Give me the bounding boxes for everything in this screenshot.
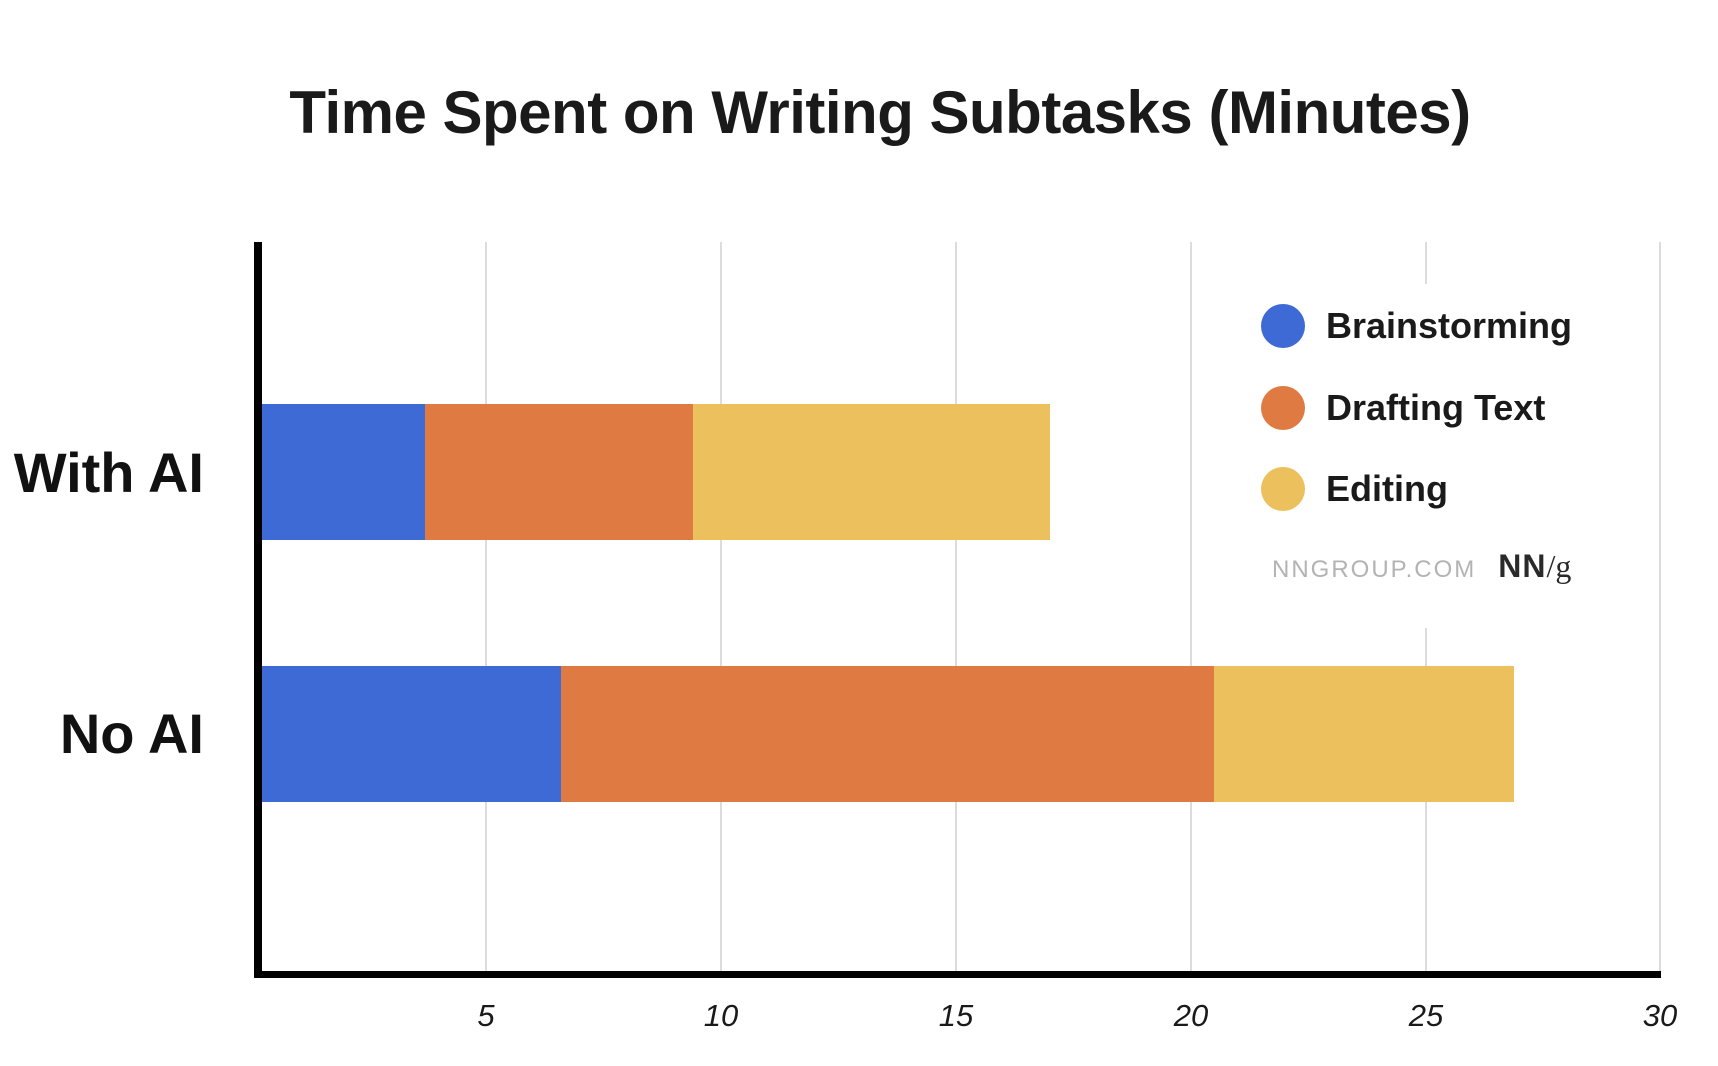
brand-url: NNGROUP.COM [1272,556,1477,583]
legend-item-editing: Editing [1261,467,1448,511]
x-tick-label: 15 [938,998,974,1033]
y-axis-line [254,242,262,977]
gridline-30 [1659,242,1661,974]
legend-item-drafting-text: Drafting Text [1261,386,1545,430]
bar-segment-editing [1213,666,1515,802]
gridline-5 [485,242,487,974]
x-tick-label: 25 [1408,998,1444,1033]
legend-label: Editing [1326,468,1448,509]
legend-label: Drafting Text [1326,387,1546,428]
legend-dot-icon [1261,386,1305,430]
x-tick-label: 20 [1173,998,1209,1033]
x-tick-label: 30 [1642,998,1678,1033]
nng-logo-icon: NN/g [1498,548,1571,585]
bar-segment-editing [692,404,1050,540]
chart-title: Time Spent on Writing Subtasks (Minutes) [289,79,1471,146]
gridline-20 [1190,242,1192,974]
legend [1240,284,1610,628]
bar-with-ai [262,404,1050,540]
bar-no-ai [262,666,1515,802]
brand-watermark: NNGROUP.COM NN/g [1272,548,1571,585]
category-label-with-ai: With AI [13,441,204,504]
bar-segment-brainstorming [262,666,562,802]
gridline-10 [720,242,722,974]
bar-segment-drafting-text [561,666,1214,802]
gridline-15 [955,242,957,974]
legend-dot-icon [1261,304,1305,348]
bar-segment-drafting-text [425,404,693,540]
category-label-no-ai: No AI [59,702,204,765]
x-tick-label: 10 [703,998,739,1033]
logo-rest: /g [1546,548,1572,584]
legend-label: Brainstorming [1326,305,1573,346]
legend-item-brainstorming: Brainstorming [1261,304,1572,348]
x-tick-label: 5 [477,998,495,1033]
legend-dot-icon [1261,467,1305,511]
logo-bold: NN [1498,548,1547,584]
x-axis-line [254,971,1661,978]
bar-segment-brainstorming [262,404,426,540]
